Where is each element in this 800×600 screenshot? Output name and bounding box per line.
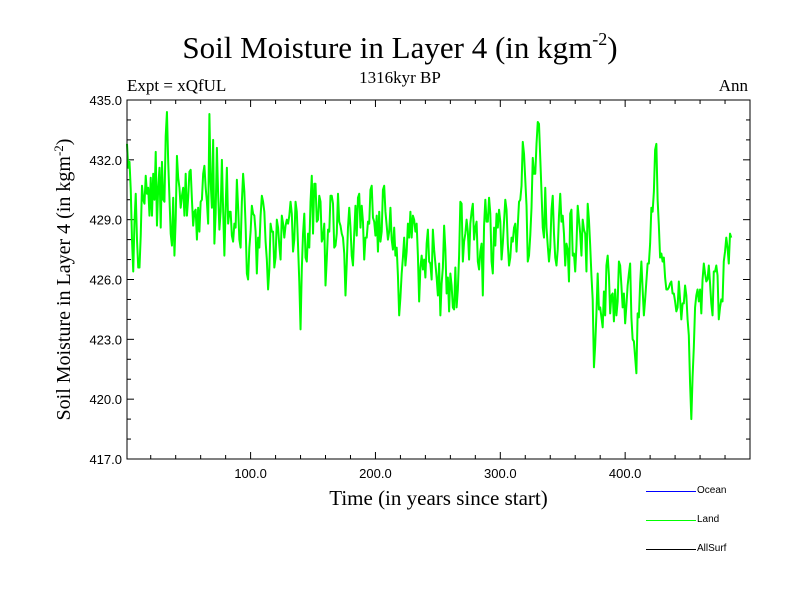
season-label: Ann bbox=[718, 76, 748, 95]
x-tick-label: 400.0 bbox=[609, 466, 642, 481]
x-axis-label: Time (in years since start) bbox=[329, 486, 548, 510]
chart-subtitle: 1316kyr BP bbox=[359, 68, 441, 87]
experiment-label: Expt = xQfUL bbox=[127, 76, 227, 95]
legend-item-ocean: Ocean bbox=[646, 485, 726, 497]
legend-swatch-allsurf bbox=[646, 548, 696, 550]
legend-swatch-ocean bbox=[646, 490, 696, 492]
y-tick-label: 429.0 bbox=[89, 213, 122, 228]
y-axis-label: Soil Moisture in Layer 4 (in kgm-2) bbox=[51, 139, 76, 421]
chart-title: Soil Moisture in Layer 4 (in kgm-2) bbox=[0, 30, 800, 66]
legend-item-allsurf: AllSurf bbox=[646, 543, 726, 555]
y-tick-label: 417.0 bbox=[89, 452, 122, 467]
plot-frame bbox=[126, 99, 751, 460]
y-tick-label: 423.0 bbox=[89, 332, 122, 347]
axis-tick-labels: 417.0 420.0 423.0 426.0 429.0 432.0 435.0 100.0… bbox=[89, 93, 641, 481]
chart-title-superscript: -2 bbox=[592, 29, 608, 49]
chart-title-close: ) bbox=[607, 30, 618, 65]
series-line-land bbox=[126, 110, 733, 421]
x-tick-label: 100.0 bbox=[234, 466, 267, 481]
y-tick-label: 435.0 bbox=[89, 93, 122, 108]
y-tick-label: 432.0 bbox=[89, 153, 122, 168]
legend-label-ocean: Ocean bbox=[697, 485, 727, 496]
x-tick-label: 200.0 bbox=[359, 466, 392, 481]
legend-swatch-land bbox=[646, 519, 696, 521]
y-tick-label: 420.0 bbox=[89, 392, 122, 407]
y-tick-label: 426.0 bbox=[89, 273, 122, 288]
x-tick-label: 300.0 bbox=[484, 466, 517, 481]
chart-title-main: Soil Moisture in Layer 4 (in kgm bbox=[182, 30, 593, 65]
legend-label-land: Land bbox=[697, 514, 720, 525]
series-layer bbox=[126, 110, 733, 421]
legend-label-allsurf: AllSurf bbox=[697, 543, 727, 554]
legend-item-land: Land bbox=[646, 514, 719, 526]
